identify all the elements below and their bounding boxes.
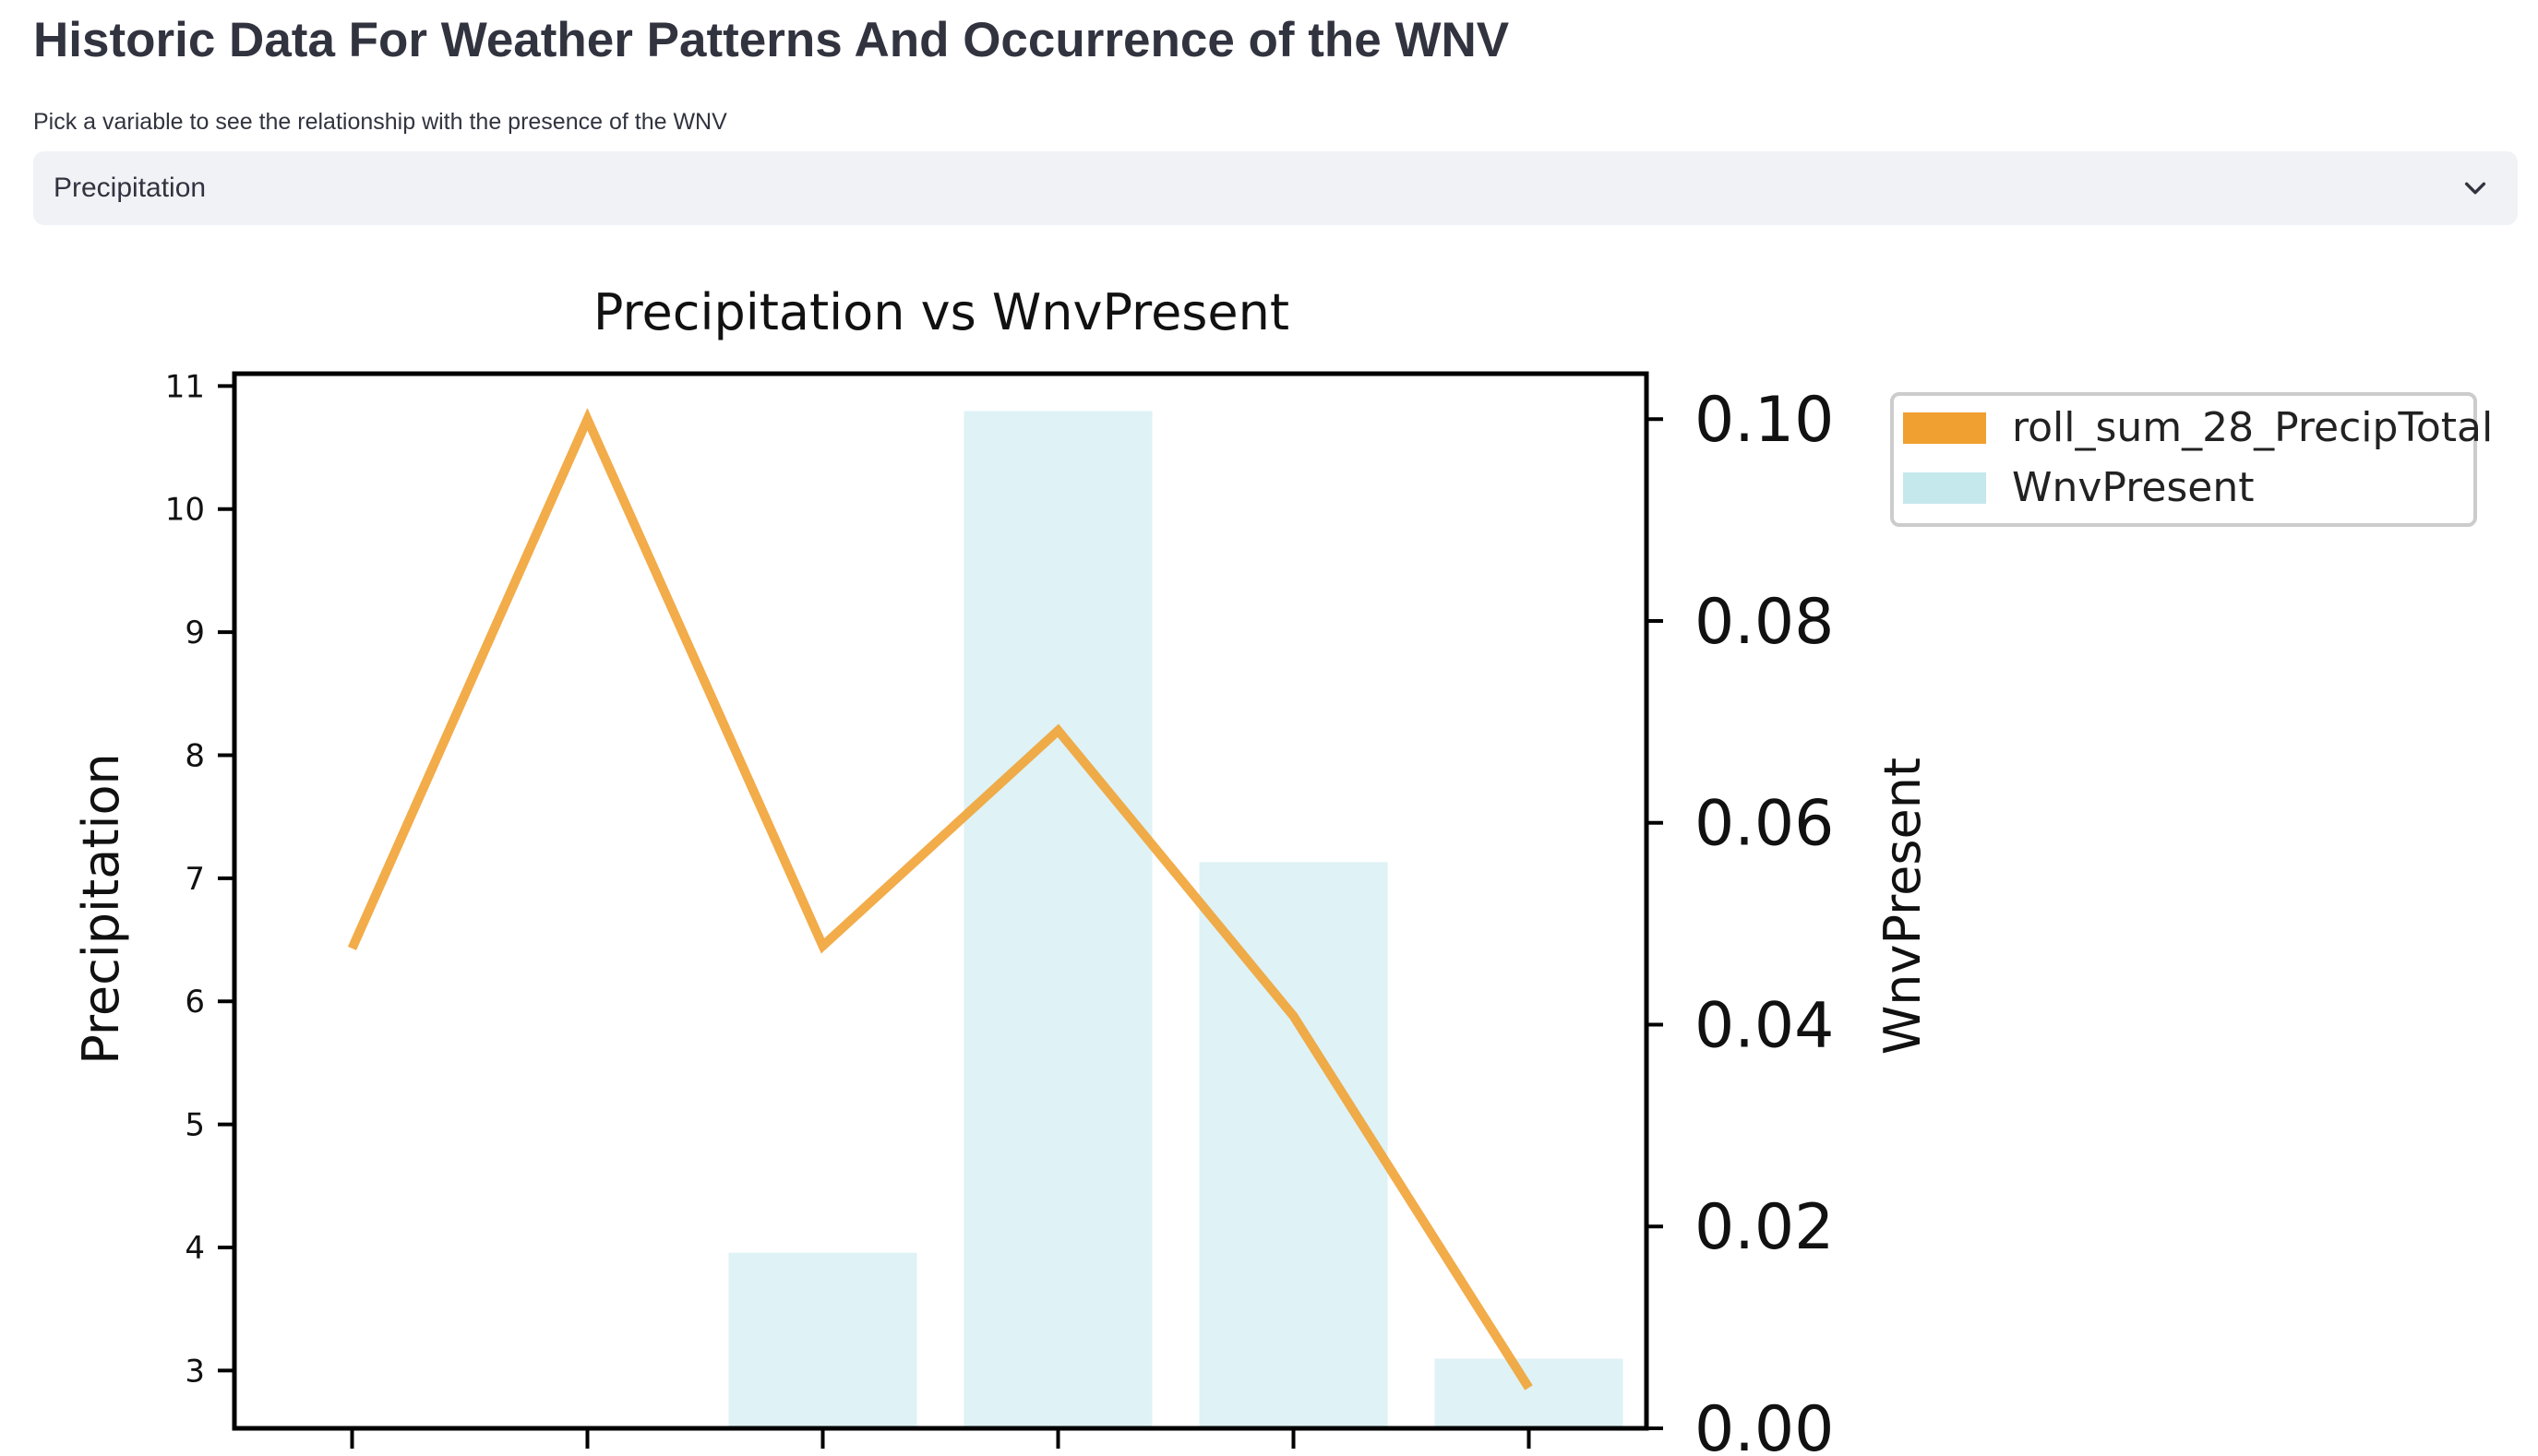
y-tick-label: 9	[185, 615, 205, 651]
y2-tick-label: 0.06	[1694, 788, 1834, 861]
y-tick-label: 6	[185, 984, 205, 1020]
y2-tick-label: 0.10	[1694, 384, 1834, 457]
y-tick-label: 5	[185, 1107, 205, 1144]
chart: Precipitation vs WnvPresent 34567891011 …	[72, 283, 2493, 1456]
bar	[728, 1252, 917, 1428]
y-axis-label: Precipitation	[72, 753, 130, 1065]
legend-swatch-line	[1903, 412, 1986, 444]
y2-tick-label: 0.02	[1694, 1191, 1834, 1264]
plot-frame	[232, 371, 1649, 1431]
y2-axis-label: WnvPresent	[1874, 758, 1932, 1055]
legend: roll_sum_28_PrecipTotal WnvPresent	[1890, 392, 2493, 527]
legend-swatch-bar	[1903, 472, 1986, 504]
line-layer	[347, 408, 1533, 1390]
page-title: Historic Data For Weather Patterns And O…	[33, 13, 1510, 67]
y-tick-label: 4	[185, 1230, 205, 1267]
bars-layer	[728, 411, 1623, 1428]
y2-tick-label: 0.08	[1694, 586, 1834, 659]
y-tick-label: 11	[165, 368, 205, 405]
bar	[1434, 1358, 1623, 1428]
y-tick-label: 7	[185, 861, 205, 898]
y-tick-label: 10	[165, 492, 205, 529]
y-axis-ticks: 3 4 5 6 7 8 9 10 11	[165, 368, 234, 1390]
legend-label-bar: WnvPresent	[2012, 464, 2255, 511]
bar	[964, 411, 1153, 1428]
x-axis-ticks	[350, 1428, 1531, 1449]
y2-tick-label: 0.04	[1694, 989, 1834, 1062]
y2-tick-label: 0.00	[1694, 1393, 1834, 1456]
chart-title: Precipitation vs WnvPresent	[593, 283, 1289, 341]
chevron-down-icon[interactable]	[2460, 173, 2490, 203]
y-tick-label: 8	[185, 737, 205, 774]
y-tick-label: 3	[185, 1353, 205, 1390]
series-line	[347, 408, 1533, 1390]
variable-select-label: Pick a variable to see the relationship …	[33, 109, 727, 135]
y2-axis-ticks: 0.00 0.02 0.04 0.06 0.08 0.10	[1646, 384, 1834, 1456]
variable-select[interactable]: Precipitation	[33, 151, 2518, 225]
legend-frame	[1890, 392, 2477, 527]
legend-label-line: roll_sum_28_PrecipTotal	[2012, 404, 2493, 451]
bar	[1199, 862, 1388, 1428]
variable-select-value: Precipitation	[54, 173, 207, 203]
